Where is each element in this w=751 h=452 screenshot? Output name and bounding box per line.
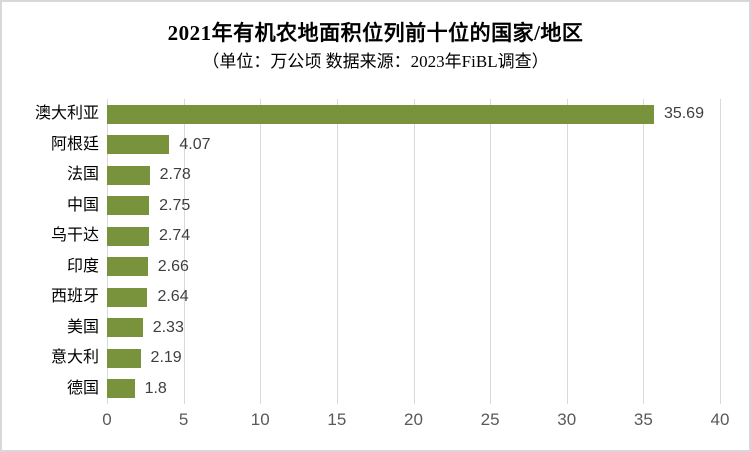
bar [107, 348, 141, 368]
bar [107, 379, 135, 398]
value-label: 35.69 [663, 105, 704, 122]
x-axis-tick-label: 20 [404, 410, 423, 429]
x-axis-tick-label: 30 [557, 410, 577, 429]
gridline [107, 99, 108, 404]
value-label: 2.33 [152, 318, 184, 336]
bar-row: 美国 2.33 [67, 313, 720, 344]
category-label: 阿根廷 [50, 135, 99, 153]
x-axis-tick-label: 0 [102, 410, 112, 429]
bar-row: 澳大利亚 35.69 [35, 99, 720, 130]
bar [107, 318, 143, 337]
bar-row: 乌干达 2.74 [51, 221, 720, 252]
x-axis-tick-label: 40 [710, 410, 730, 429]
x-axis-tick-label: 15 [327, 410, 347, 429]
category-label: 澳大利亚 [34, 105, 99, 122]
value-label: 1.8 [144, 379, 167, 397]
bar-row: 西班牙 2.64 [51, 282, 720, 313]
value-label: 2.64 [157, 288, 189, 305]
gridline [566, 99, 568, 404]
bar [107, 287, 148, 307]
bar [107, 226, 149, 246]
bar [107, 104, 654, 124]
category-label: 乌干达 [50, 227, 99, 244]
gridline [336, 99, 338, 404]
bar [107, 165, 150, 185]
bar-row: 法国 2.78 [67, 160, 720, 191]
value-label: 2.78 [159, 166, 191, 183]
chart-subtitle: （单位：万公顷 数据来源：2023年FiBL调查） [202, 52, 549, 71]
x-axis-tick-label: 25 [480, 410, 500, 429]
gridline [720, 99, 721, 404]
category-label: 印度 [66, 257, 99, 275]
category-label: 美国 [66, 318, 99, 336]
bar-row: 阿根廷 4.07 [51, 130, 720, 161]
category-label: 法国 [66, 166, 99, 183]
bar [107, 135, 170, 154]
plot-area: 澳大利亚 35.69 阿根廷 4.07 法国 2.78 中国 2.75 乌干达 [35, 99, 721, 405]
category-label: 中国 [66, 196, 99, 214]
category-label: 西班牙 [50, 288, 99, 305]
bar-row: 意大利 2.19 [51, 343, 720, 374]
gridline [183, 99, 185, 404]
x-axis: 0 5 10 15 20 25 30 35 40 [102, 410, 729, 436]
value-label: 2.75 [159, 196, 191, 214]
bar-row: 印度 2.66 [67, 252, 720, 283]
x-axis-tick-label: 10 [250, 410, 270, 429]
gridline [490, 99, 492, 404]
bar [107, 196, 150, 215]
x-axis-tick-label: 35 [633, 410, 653, 429]
bar-rows: 澳大利亚 35.69 阿根廷 4.07 法国 2.78 中国 2.75 乌干达 [35, 99, 720, 405]
value-label: 4.07 [179, 135, 211, 153]
gridline [413, 99, 415, 404]
category-label: 意大利 [50, 349, 99, 366]
value-label: 2.74 [158, 227, 191, 244]
category-label: 德国 [66, 379, 99, 397]
chart-title: 2021年有机农地面积位列前十位的国家/地区 [167, 21, 584, 45]
value-label: 2.66 [157, 257, 189, 275]
bar [107, 257, 148, 276]
gridline [260, 99, 262, 404]
value-label: 2.19 [150, 349, 182, 366]
gridline [643, 99, 645, 404]
bar-row: 德国 1.8 [67, 374, 720, 405]
bar-row: 中国 2.75 [67, 191, 720, 222]
x-axis-tick-label: 5 [178, 410, 189, 429]
